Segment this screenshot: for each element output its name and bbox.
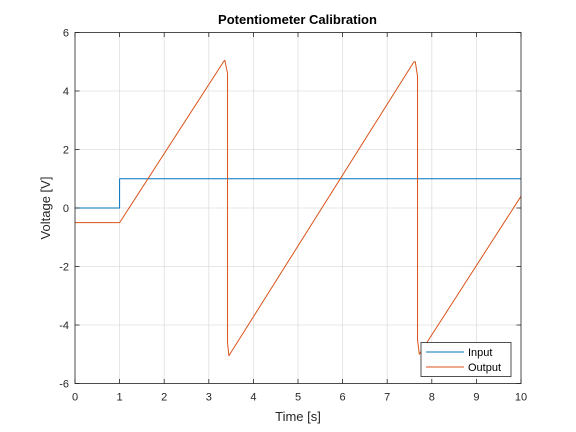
y-axis-label: Voltage [V] xyxy=(38,177,53,240)
x-tick-label: 1 xyxy=(117,392,123,404)
x-tick-label: 10 xyxy=(515,392,527,404)
legend-label-output: Output xyxy=(468,362,501,374)
plot-lines xyxy=(75,59,522,357)
y-tick-label: -6 xyxy=(59,379,69,391)
legend[interactable]: Input Output xyxy=(420,342,512,377)
series-line-output xyxy=(75,59,522,357)
x-tick-label: 8 xyxy=(429,392,435,404)
y-tick-label: -4 xyxy=(59,320,69,332)
x-tick-label: 9 xyxy=(473,392,479,404)
x-tick-label: 4 xyxy=(250,392,256,404)
y-tick-label: -2 xyxy=(59,262,69,274)
x-axis-label: Time [s] xyxy=(275,409,321,424)
chart-title: Potentiometer Calibration xyxy=(218,12,377,27)
y-tick-label: 6 xyxy=(63,28,69,40)
x-tick-label: 5 xyxy=(295,392,301,404)
y-tick-label: 4 xyxy=(63,86,69,98)
x-tick-label: 3 xyxy=(206,392,212,404)
grid xyxy=(74,32,522,384)
x-tick-label: 0 xyxy=(72,392,78,404)
ticks: 0 1 2 3 4 5 6 7 8 9 10 -6 -4 -2 0 2 4 6 xyxy=(59,28,527,404)
legend-box xyxy=(420,342,512,377)
y-tick-label: 2 xyxy=(63,145,69,157)
x-tick-label: 6 xyxy=(340,392,346,404)
x-tick-label: 2 xyxy=(161,392,167,404)
y-tick-label: 0 xyxy=(63,203,69,215)
legend-label-input: Input xyxy=(468,347,492,359)
x-tick-label: 7 xyxy=(384,392,390,404)
series-line-input xyxy=(75,178,521,209)
